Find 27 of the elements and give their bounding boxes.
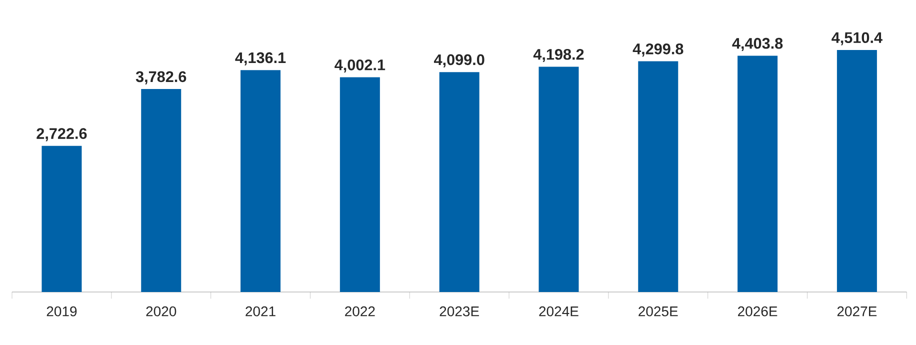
bar xyxy=(538,66,579,292)
x-tick-label: 2020 xyxy=(146,306,176,316)
bar xyxy=(738,56,778,292)
bar xyxy=(836,50,877,292)
data-label: 2,722.6 xyxy=(36,128,87,142)
bar xyxy=(340,77,380,292)
data-label: 4,299.8 xyxy=(632,44,684,57)
bar xyxy=(240,70,281,292)
x-tick-label: 2021 xyxy=(246,306,276,316)
bar xyxy=(42,146,82,292)
x-tick-label: 2027E xyxy=(837,306,877,316)
x-tick-label: 2019 xyxy=(46,306,77,316)
data-label: 4,198.2 xyxy=(533,48,584,62)
x-tick-label: 2022 xyxy=(345,306,375,316)
bar xyxy=(439,72,480,292)
x-tick-label: 2024E xyxy=(539,306,578,316)
data-label: 4,136.1 xyxy=(235,52,286,66)
x-tick-label: 2025E xyxy=(638,306,678,316)
data-label: 4,403.8 xyxy=(732,38,783,51)
data-label: 4,099.0 xyxy=(434,54,484,68)
x-tick-label: 2026E xyxy=(738,306,778,316)
bar xyxy=(638,61,678,292)
x-tick-label: 2023E xyxy=(440,306,479,316)
data-label: 3,782.6 xyxy=(136,71,186,84)
data-label: 4,002.1 xyxy=(334,59,386,73)
data-label: 4,510.4 xyxy=(832,32,882,46)
bar xyxy=(141,89,182,292)
